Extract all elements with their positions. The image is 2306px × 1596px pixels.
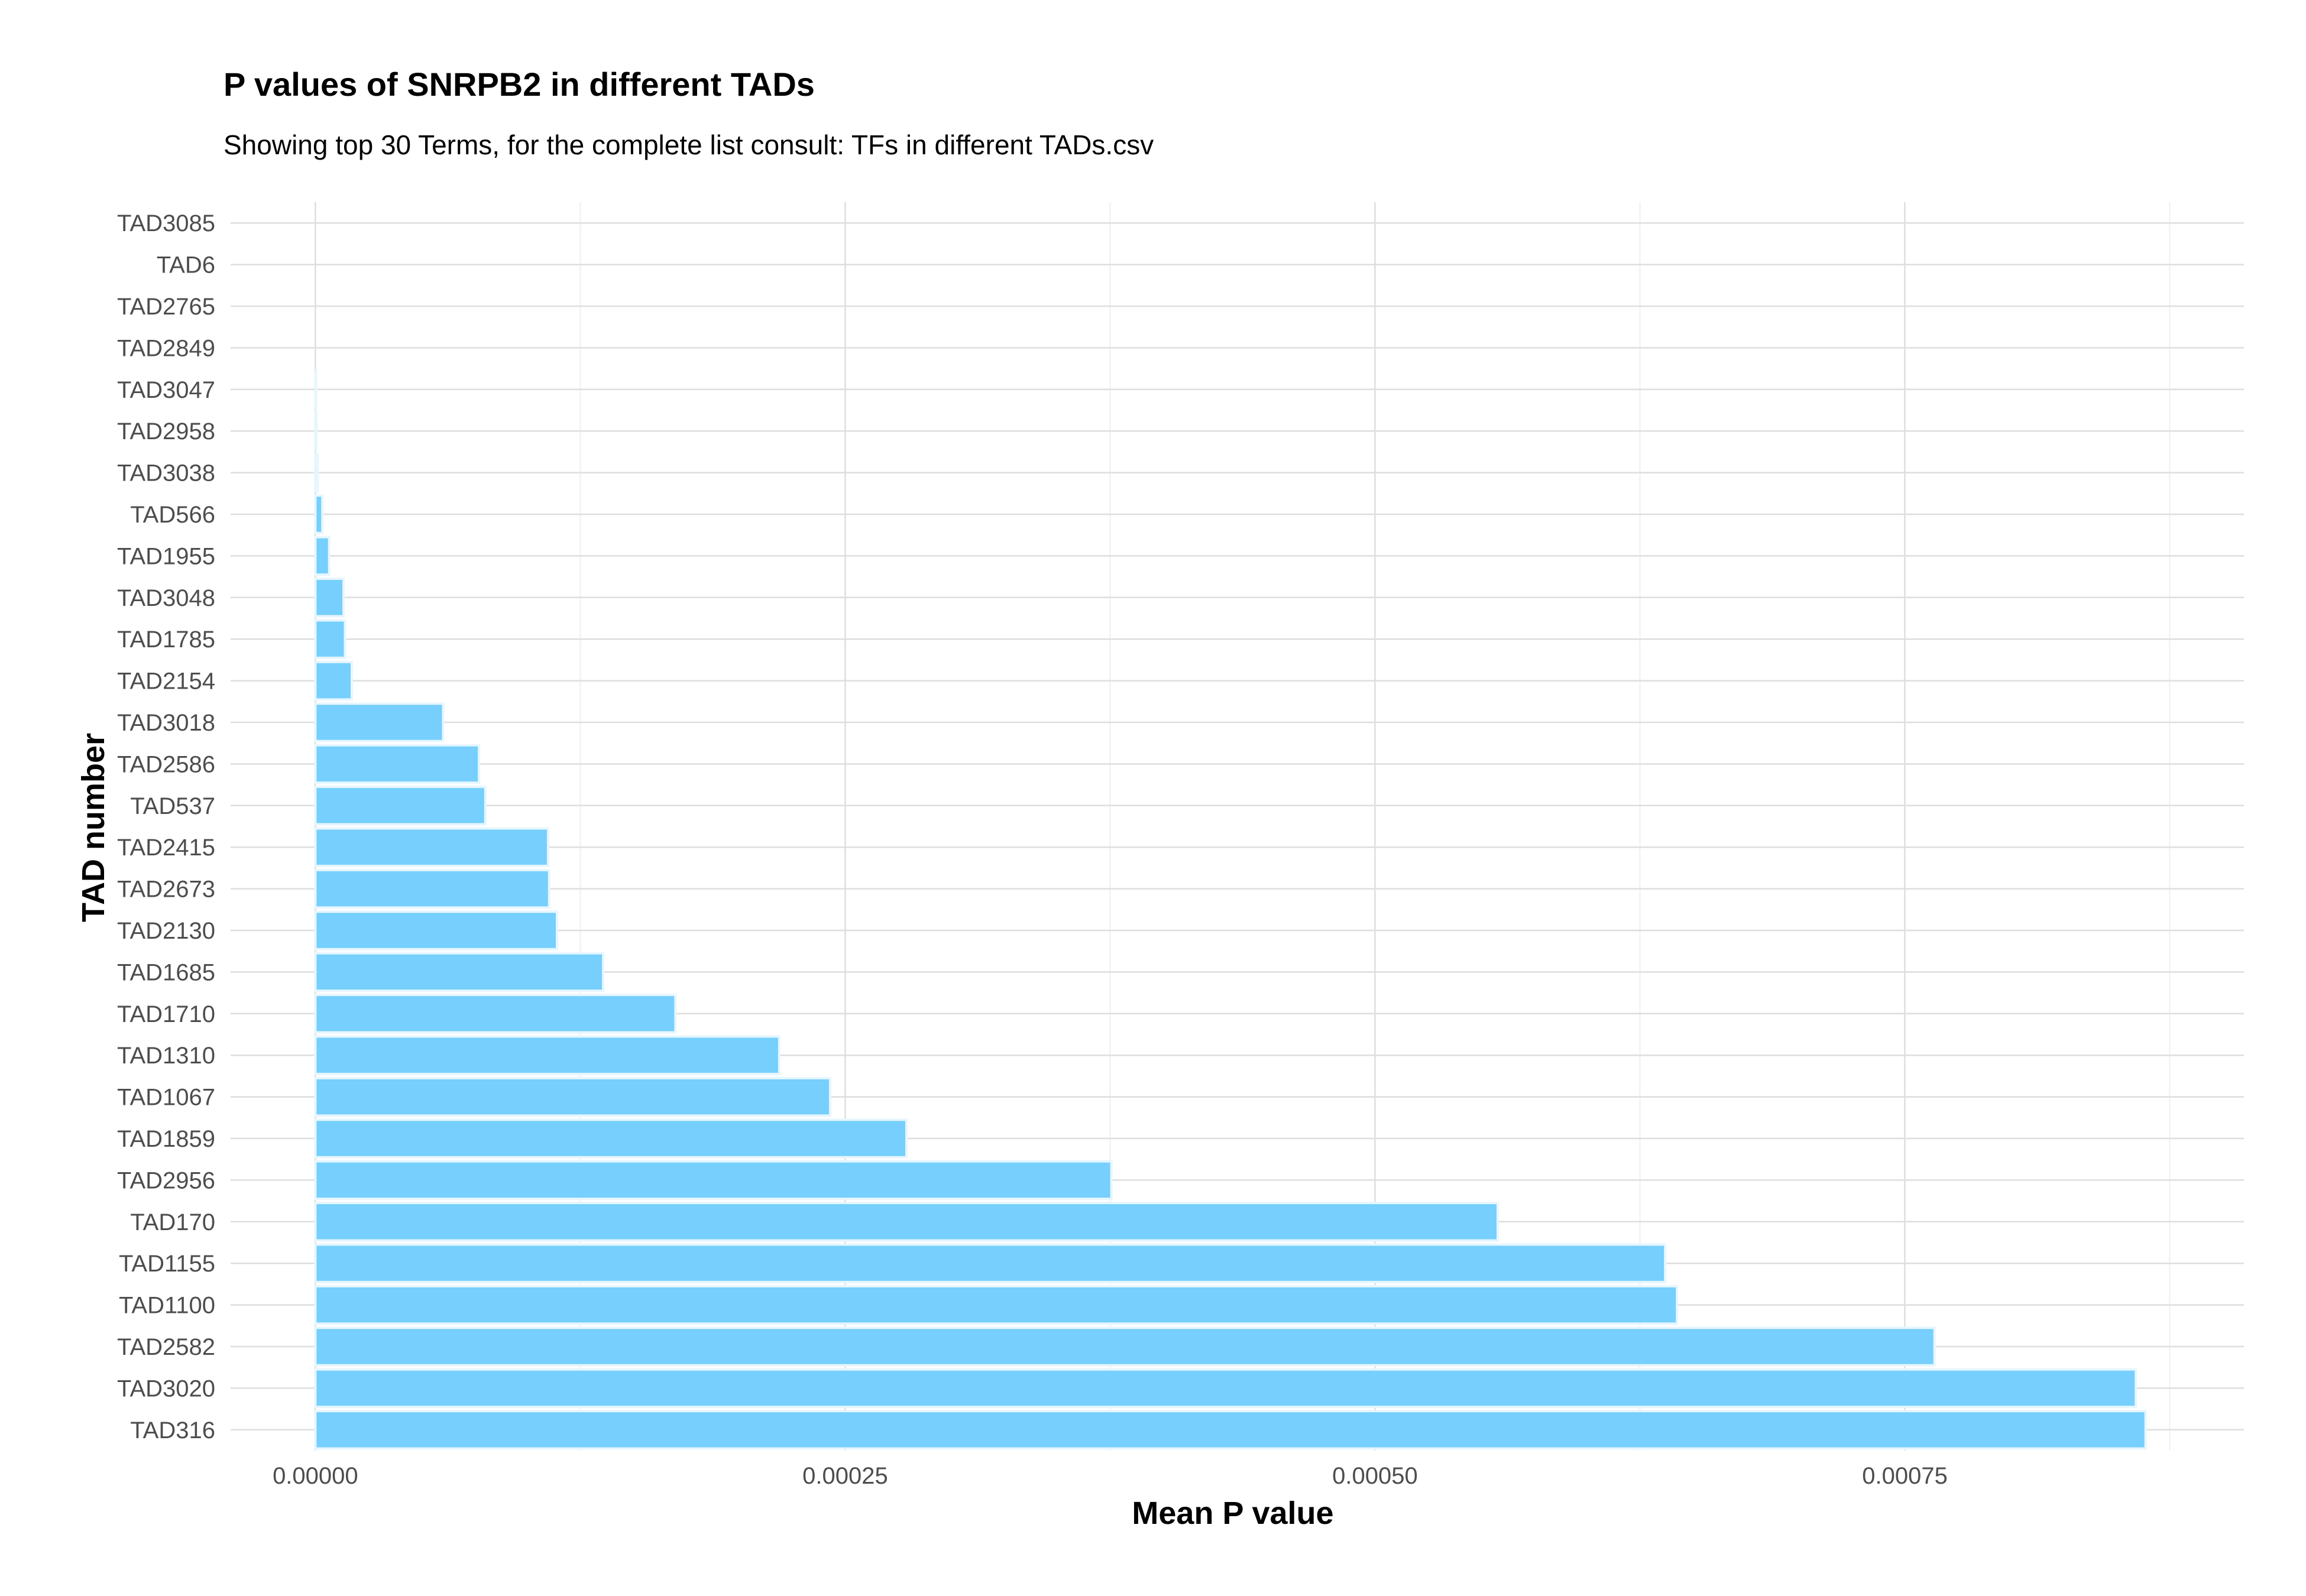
y-tick-label: TAD2673 <box>117 877 215 903</box>
bar-tad2673 <box>314 868 550 909</box>
x-tick-label: 0.00075 <box>1862 1463 1948 1489</box>
y-tick-label: TAD6 <box>157 252 215 278</box>
bar-tad2415 <box>314 827 549 867</box>
x-tick-label: 0.00025 <box>802 1463 888 1489</box>
bar-tad3038 <box>314 452 319 493</box>
y-tick-label: TAD2586 <box>117 751 215 777</box>
y-tick-label: TAD2849 <box>117 335 215 361</box>
bar-tad1785 <box>314 619 346 659</box>
y-tick-label: TAD1067 <box>117 1085 215 1111</box>
bar-tad2130 <box>314 910 558 951</box>
y-tick-label: TAD2956 <box>117 1167 215 1193</box>
y-tick-label: TAD2765 <box>117 294 215 320</box>
bar-tad2154 <box>314 660 354 701</box>
y-tick-label: TAD2415 <box>117 835 215 861</box>
y-tick-label: TAD1955 <box>117 543 215 569</box>
y-tick-label: TAD2130 <box>117 918 215 944</box>
y-tick-label: TAD566 <box>130 502 215 528</box>
y-tick-label: TAD2582 <box>117 1334 215 1360</box>
x-axis-label: Mean P value <box>1132 1496 1333 1531</box>
x-tick-label: 0.00000 <box>273 1463 358 1489</box>
y-tick-label: TAD1710 <box>117 1001 215 1027</box>
x-tick-label: 0.00050 <box>1332 1463 1418 1489</box>
y-tick-label: TAD2958 <box>117 419 215 445</box>
bars <box>314 369 2147 1450</box>
y-tick-label: TAD316 <box>130 1417 215 1443</box>
bar-tad2958 <box>314 411 318 451</box>
grid <box>231 202 2244 1451</box>
bar-tad1067 <box>314 1076 831 1117</box>
chart-title: P values of SNRPB2 in different TADs <box>224 66 815 103</box>
bar-tad1955 <box>314 536 331 576</box>
bar-tad537 <box>314 786 487 826</box>
bar-tad2582 <box>314 1326 1936 1367</box>
y-axis-label: TAD number <box>76 733 111 922</box>
bar-tad1685 <box>314 952 605 992</box>
bar-tad170 <box>314 1202 1499 1242</box>
bar-tad2586 <box>314 744 481 784</box>
bar-tad3018 <box>314 702 445 742</box>
y-tick-label: TAD3018 <box>117 710 215 736</box>
bar-tad1310 <box>314 1035 780 1075</box>
x-tick-labels: 0.00000 0.00025 0.00050 0.00075 <box>273 1463 1948 1489</box>
y-tick-label: TAD1100 <box>119 1293 215 1319</box>
bar-tad1859 <box>314 1118 908 1159</box>
bar-tad2956 <box>314 1160 1113 1201</box>
y-tick-label: TAD170 <box>130 1209 215 1235</box>
y-tick-label: TAD3020 <box>117 1376 215 1402</box>
bar-tad3048 <box>314 578 345 618</box>
bar-tad3047 <box>314 369 318 410</box>
y-tick-label: TAD1859 <box>117 1126 215 1152</box>
y-tick-label: TAD1155 <box>119 1251 215 1277</box>
y-tick-label: TAD1310 <box>117 1043 215 1069</box>
y-tick-label: TAD537 <box>130 793 215 819</box>
y-tick-labels: TAD3085 TAD6 TAD2765 TAD2849 TAD3047 TAD2958 T… <box>117 210 215 1443</box>
bar-tad1100 <box>314 1284 1679 1325</box>
y-tick-label: TAD3038 <box>117 460 215 486</box>
y-tick-label: TAD3048 <box>117 585 215 611</box>
bar-tad566 <box>314 494 324 534</box>
chart-subtitle: Showing top 30 Terms, for the complete l… <box>224 129 1154 160</box>
y-tick-label: TAD1685 <box>117 959 215 985</box>
y-tick-label: TAD2154 <box>117 669 215 695</box>
y-tick-label: TAD3085 <box>117 210 215 236</box>
bar-tad3020 <box>314 1368 2137 1409</box>
bar-tad1155 <box>314 1243 1667 1283</box>
y-tick-label: TAD1785 <box>117 627 215 653</box>
bar-tad316 <box>314 1410 2147 1450</box>
y-tick-label: TAD3047 <box>117 377 215 403</box>
bar-tad1710 <box>314 994 677 1034</box>
